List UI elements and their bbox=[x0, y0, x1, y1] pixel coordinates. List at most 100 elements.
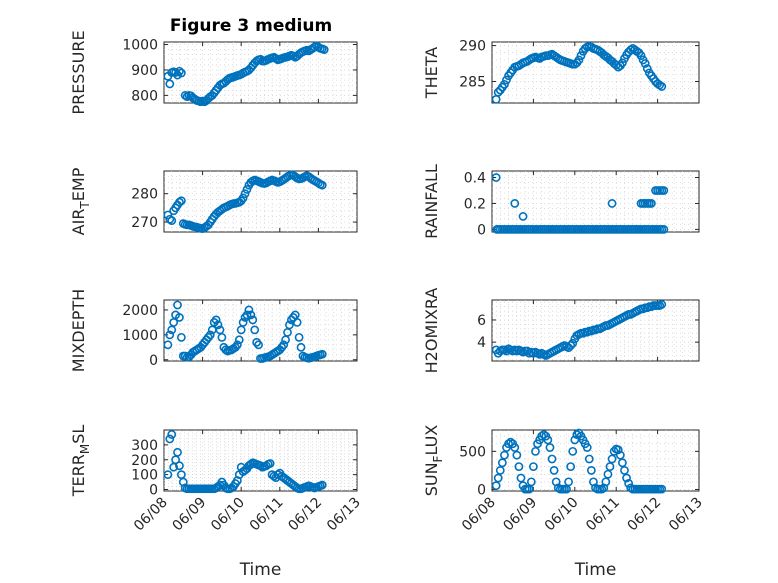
y-axis-label: AIRTEMP bbox=[69, 167, 92, 235]
data-point bbox=[317, 480, 327, 490]
data-point bbox=[642, 64, 652, 73]
y-tick-label: 200 bbox=[131, 453, 158, 469]
data-point bbox=[500, 79, 509, 89]
data-point bbox=[165, 214, 175, 224]
subplot-4: 0 0.2 0.4 RAINFALL bbox=[422, 164, 700, 239]
data-point bbox=[502, 346, 511, 356]
y-tick-label: 1000 bbox=[122, 38, 158, 54]
data-point bbox=[537, 431, 547, 441]
x-axis-label: Time bbox=[574, 560, 617, 580]
data-point bbox=[292, 318, 302, 327]
data-point bbox=[566, 341, 576, 350]
data-point bbox=[493, 473, 503, 483]
data-point bbox=[518, 212, 528, 221]
data-point bbox=[609, 446, 619, 456]
data-point bbox=[294, 332, 304, 342]
data-point bbox=[317, 349, 327, 359]
data-point bbox=[568, 446, 578, 456]
subplot-6: 4 6 H2OMIXRA bbox=[422, 288, 700, 374]
y-tick-label: 0 bbox=[149, 483, 158, 499]
data-point bbox=[176, 332, 186, 342]
y-tick-label: 800 bbox=[131, 88, 158, 104]
y-axis-label: THETA bbox=[422, 47, 441, 99]
data-point bbox=[175, 313, 184, 322]
data-point bbox=[547, 454, 557, 464]
y-tick-label: 0 bbox=[477, 482, 486, 498]
y-axis-label: PRESSURE bbox=[69, 30, 88, 114]
x-axis-label: Time bbox=[239, 560, 282, 580]
data-point bbox=[607, 199, 617, 208]
y-axis-label: MIXDEPTH bbox=[69, 289, 88, 372]
data-point bbox=[514, 462, 524, 471]
data-point bbox=[205, 330, 215, 340]
subplot-5: 0 1000 2000 MIXDEPTH bbox=[69, 289, 358, 372]
data-point bbox=[279, 340, 289, 350]
y-axis-label: H2OMIXRA bbox=[422, 288, 441, 374]
y-tick-label: 4 bbox=[477, 335, 486, 351]
data-point bbox=[175, 197, 184, 207]
y-tick-label: 280 bbox=[131, 187, 158, 203]
data-point bbox=[254, 340, 263, 350]
data-point bbox=[265, 459, 275, 468]
data-point bbox=[529, 462, 538, 471]
data-point bbox=[586, 466, 596, 475]
data-point bbox=[173, 300, 182, 310]
data-point bbox=[539, 430, 549, 439]
data-point bbox=[240, 189, 250, 199]
axes-box bbox=[491, 170, 700, 233]
y-axis-label: RAINFALL bbox=[422, 164, 441, 239]
data-point bbox=[568, 338, 578, 348]
data-point bbox=[296, 342, 306, 352]
data-point bbox=[238, 193, 248, 203]
data-point bbox=[531, 446, 540, 456]
data-point bbox=[516, 473, 526, 483]
data-point bbox=[659, 186, 669, 195]
y-tick-label: 300 bbox=[131, 438, 158, 454]
data-point bbox=[232, 340, 242, 350]
data-point bbox=[657, 300, 667, 309]
data-point bbox=[213, 320, 223, 330]
y-tick-label: 6 bbox=[477, 313, 486, 329]
y-tick-label: 285 bbox=[459, 74, 486, 90]
y-tick-label: 0.2 bbox=[464, 196, 486, 212]
y-tick-label: 900 bbox=[131, 63, 158, 79]
data-point bbox=[607, 454, 617, 464]
data-point bbox=[618, 58, 627, 68]
data-point bbox=[510, 443, 520, 452]
figure-title: Figure 3 medium bbox=[170, 16, 332, 36]
axes-box bbox=[491, 429, 700, 492]
data-point bbox=[526, 477, 536, 487]
data-point bbox=[574, 55, 584, 65]
y-axis-label: TERRMSL bbox=[69, 425, 92, 498]
data-point bbox=[165, 434, 175, 444]
data-series bbox=[163, 300, 327, 363]
data-series bbox=[491, 173, 669, 234]
data-point bbox=[566, 462, 576, 471]
data-point bbox=[175, 66, 184, 76]
data-point bbox=[242, 310, 252, 320]
y-tick-label: 270 bbox=[131, 215, 158, 231]
data-point bbox=[543, 435, 553, 445]
data-point bbox=[510, 199, 520, 208]
data-point bbox=[238, 318, 248, 327]
data-point bbox=[244, 305, 254, 315]
data-point bbox=[618, 458, 627, 468]
data-point bbox=[659, 225, 669, 234]
data-point bbox=[497, 458, 507, 468]
data-point bbox=[657, 82, 667, 91]
data-point bbox=[570, 435, 580, 445]
data-point bbox=[491, 481, 501, 491]
data-series bbox=[163, 170, 327, 233]
data-point bbox=[163, 470, 173, 480]
data-point bbox=[636, 51, 646, 61]
data-point bbox=[217, 332, 227, 342]
data-point bbox=[549, 466, 559, 475]
data-point bbox=[176, 68, 186, 78]
data-point bbox=[248, 315, 258, 325]
data-point bbox=[500, 450, 509, 460]
data-point bbox=[564, 477, 573, 487]
data-series bbox=[491, 300, 667, 360]
data-point bbox=[582, 443, 592, 452]
